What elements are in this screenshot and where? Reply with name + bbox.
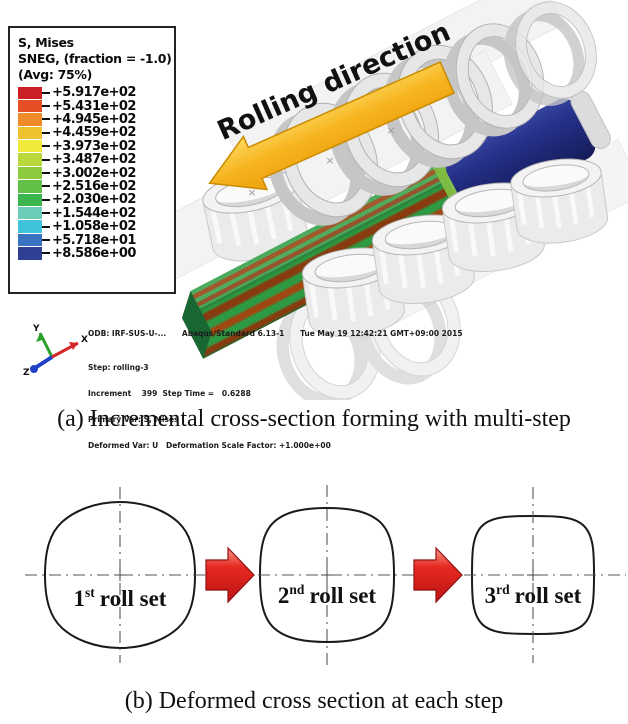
- legend-swatch: [18, 220, 42, 233]
- legend-colorbar: +5.917e+02 +5.431e+02 +4.945e+02 +4.459e…: [18, 85, 170, 261]
- legend-value: +3.002e+02: [52, 165, 136, 181]
- legend-value: +5.431e+02: [52, 98, 136, 114]
- legend-row: +5.917e+02: [18, 85, 170, 101]
- legend-tick: [42, 172, 50, 175]
- legend-swatch: [18, 166, 42, 180]
- legend-tick: [42, 238, 50, 241]
- legend-tick: [42, 105, 50, 108]
- legend-tick: [42, 118, 50, 121]
- roll-set-2-label: 2nd roll set: [278, 582, 377, 608]
- fea-scene: × × × Rolling direction Y X Z: [23, 0, 628, 400]
- legend-tick: [42, 225, 50, 228]
- legend-swatch: [18, 99, 42, 113]
- roll-set-3-label: 3rd roll set: [485, 582, 582, 608]
- legend-subtitle: SNEG, (fraction = -1.0): [18, 51, 172, 66]
- legend-value: +5.718e+01: [52, 232, 136, 248]
- legend-row: +5.431e+02: [18, 98, 170, 114]
- legend-row: +4.945e+02: [18, 111, 170, 127]
- legend-tick: [42, 252, 50, 255]
- legend-swatch: [18, 86, 42, 99]
- caption-b: (b) Deformed cross section at each step: [124, 688, 504, 714]
- step-arrow: [205, 546, 255, 604]
- legend-swatch: [18, 247, 42, 260]
- ring-center-marker: ×: [386, 124, 395, 137]
- coordinate-triad: Y X Z: [23, 324, 88, 378]
- legend-tick: [42, 212, 50, 215]
- legend-value: +1.058e+02: [52, 219, 136, 235]
- legend-value: +3.487e+02: [52, 152, 136, 168]
- status-deformed-var: Deformed Var: U Deformation Scale Factor…: [88, 440, 331, 450]
- legend-swatch: [18, 153, 42, 166]
- legend-tick: [42, 185, 50, 188]
- legend-swatch: [18, 113, 42, 126]
- legend-swatch: [18, 233, 42, 247]
- legend-swatch: [18, 180, 42, 193]
- ring-center-marker: ×: [325, 154, 334, 167]
- triad-y-label: Y: [32, 324, 40, 334]
- roll-set-1-label: 1st roll set: [74, 585, 167, 611]
- legend-value: +5.917e+02: [52, 85, 136, 101]
- legend-row: +8.586e+00: [18, 245, 170, 261]
- caption-a: (a) Incremental cross-section forming wi…: [57, 406, 571, 432]
- legend-tick: [42, 158, 50, 161]
- legend-swatch: [18, 140, 42, 153]
- legend-value: +1.544e+02: [52, 205, 136, 221]
- status-step: Step: rolling-3: [88, 363, 149, 373]
- legend-value: +2.030e+02: [52, 192, 136, 208]
- legend-tick: [42, 198, 50, 201]
- legend-row: +3.487e+02: [18, 152, 170, 168]
- legend-row: +3.002e+02: [18, 165, 170, 181]
- status-increment: Increment 399 Step Time = 0.6288: [88, 388, 251, 398]
- stress-legend: S, Mises SNEG, (fraction = -1.0) (Avg: 7…: [8, 26, 176, 294]
- legend-value: +4.459e+02: [52, 125, 136, 141]
- legend-row: +1.058e+02: [18, 219, 170, 235]
- cross-section-diagram: 1st roll set 2nd roll set 3rd roll set: [25, 485, 626, 665]
- center-crosses: [114, 569, 539, 581]
- step-arrow: [413, 547, 463, 603]
- legend-row: +3.973e+02: [18, 138, 170, 154]
- legend-value: +2.516e+02: [52, 178, 136, 194]
- legend-row: +4.459e+02: [18, 125, 170, 141]
- ring-center-marker: ×: [247, 186, 256, 199]
- legend-swatch: [18, 126, 42, 140]
- odb-status-line: ODB: IRF-SUS-U-... Abaqus/Standard 6.13-…: [88, 329, 463, 338]
- legend-value: +4.945e+02: [52, 111, 136, 127]
- legend-value: +3.973e+02: [52, 138, 136, 154]
- triad-x-label: X: [81, 335, 88, 345]
- triad-z-label: Z: [23, 368, 30, 378]
- legend-tick: [42, 91, 50, 94]
- legend-tick: [42, 131, 50, 134]
- legend-row: +2.030e+02: [18, 192, 170, 208]
- legend-tick: [42, 145, 50, 148]
- legend-row: +2.516e+02: [18, 178, 170, 194]
- legend-avg: (Avg: 75%): [18, 67, 93, 82]
- legend-swatch: [18, 207, 42, 220]
- legend-row: +5.718e+01: [18, 232, 170, 248]
- ring-center-markers: × × ×: [247, 124, 395, 199]
- legend-swatch: [18, 193, 42, 207]
- legend-value: +8.586e+00: [52, 245, 136, 261]
- legend-title: S, Mises: [18, 35, 74, 50]
- legend-row: +1.544e+02: [18, 205, 170, 221]
- status-block: Step: rolling-3 Increment 399 Step Time …: [88, 347, 331, 467]
- status-primary-var: Primary Var: S, Mises: [88, 414, 179, 424]
